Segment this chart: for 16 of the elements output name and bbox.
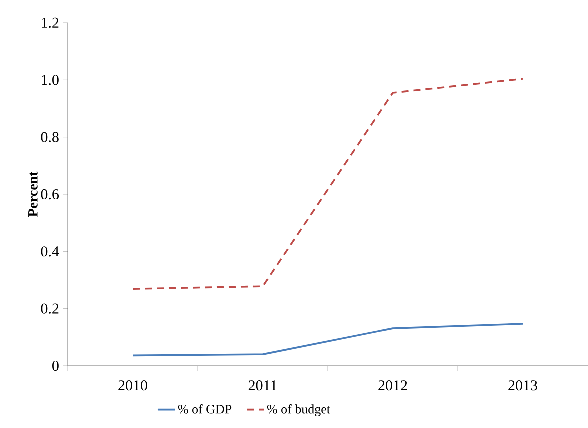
y-tick-label: 1.0 (42, 75, 59, 86)
x-tick-label: 2011 (248, 380, 277, 391)
y-axis-title: Percent (28, 172, 38, 218)
x-tick-label: 2010 (118, 380, 148, 391)
legend-label: % of budget (267, 404, 330, 416)
legend-label: % of GDP (178, 404, 232, 414)
y-tick-label: 1.2 (42, 18, 59, 28)
y-tick-label: 0.2 (41, 304, 59, 314)
x-tick-label: 2013 (508, 380, 538, 391)
line-series (132, 78, 524, 290)
line-series (132, 323, 524, 357)
y-tick-label: 0.4 (41, 246, 60, 257)
y-tick-label: 0.8 (41, 132, 59, 142)
y-tick-label: 0.6 (41, 189, 60, 200)
y-tick-label: 0 (52, 360, 59, 372)
x-tick-label: 2012 (378, 380, 408, 391)
